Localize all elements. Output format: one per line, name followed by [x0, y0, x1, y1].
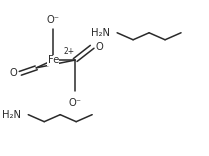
Text: 2+: 2+ — [64, 47, 75, 56]
Text: H₂N: H₂N — [91, 28, 110, 38]
Text: O⁻: O⁻ — [47, 15, 60, 25]
Text: Fe: Fe — [47, 55, 59, 65]
Text: H₂N: H₂N — [2, 110, 21, 120]
Text: O: O — [95, 42, 103, 52]
Text: O: O — [10, 68, 17, 78]
Text: O⁻: O⁻ — [69, 98, 82, 107]
